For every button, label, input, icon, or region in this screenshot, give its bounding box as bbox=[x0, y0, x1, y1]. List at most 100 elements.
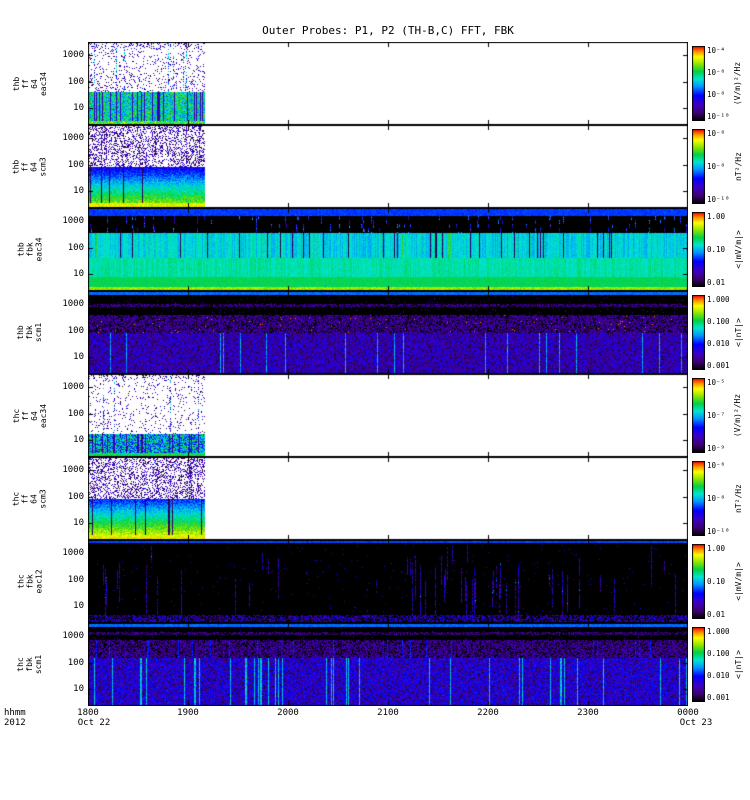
colorbar-tick-label: 0.01 bbox=[707, 278, 726, 287]
colorbar-tick-label: 0.10 bbox=[707, 245, 726, 254]
colorbar-tick-label: 1.000 bbox=[707, 295, 730, 304]
panel-ylabel: thc ff 64 scm3 bbox=[12, 457, 48, 540]
y-tick-label: 10 bbox=[73, 601, 84, 612]
colorbar-canvas bbox=[692, 461, 705, 536]
y-tick-label: 100 bbox=[67, 657, 84, 668]
y-tick-label: 1000 bbox=[62, 548, 84, 559]
x-tick-label: 1900 bbox=[177, 708, 199, 718]
spectrogram-canvas bbox=[88, 374, 688, 457]
time-format-label: hhmm bbox=[4, 708, 26, 718]
spectrogram-canvas bbox=[88, 208, 688, 291]
x-axis-units-label: hhmm 2012 bbox=[4, 708, 26, 728]
colorbar-canvas bbox=[692, 212, 705, 287]
colorbar-unit: nT²/Hz bbox=[729, 125, 747, 208]
panel-ylabel-text: thc fbk eac12 bbox=[16, 569, 44, 594]
y-tick-label: 1000 bbox=[62, 299, 84, 310]
colorbar-tick-label: 10⁻¹⁰ bbox=[707, 195, 730, 204]
colorbar-canvas bbox=[692, 378, 705, 453]
spectrogram-panel: thb fbk eac34 <|mV/m|> 1000 100 10 1.00 0.10… bbox=[0, 208, 750, 291]
colorbar-unit: (V/m)²/Hz bbox=[729, 42, 747, 125]
spectrogram-panel: thc fbk scm1 <|nT|> 1000 100 10 1.000 0.100 0… bbox=[0, 623, 750, 706]
colorbar-unit-text: nT²/Hz bbox=[733, 152, 743, 181]
colorbar-unit-text: <|nT|> bbox=[733, 318, 743, 347]
colorbar-tick-label: 10⁻⁹ bbox=[707, 444, 726, 453]
colorbar-tick-label: 10⁻⁶ bbox=[707, 129, 726, 138]
colorbar-tick-label: 0.010 bbox=[707, 671, 730, 680]
colorbar-unit-text: <|mV/m|> bbox=[733, 230, 743, 269]
y-tick-label: 100 bbox=[67, 491, 84, 502]
spectrogram-panel: thb ff 64 scm3 nT²/Hz 1000 100 10 10⁻⁶ 10⁻⁸ 1… bbox=[0, 125, 750, 208]
y-tick-label: 10 bbox=[73, 684, 84, 695]
colorbar-unit-text: (V/m)²/Hz bbox=[733, 393, 743, 438]
colorbar-tick-label: 0.001 bbox=[707, 693, 730, 702]
y-tick-label: 1000 bbox=[62, 465, 84, 476]
y-tick-label: 1000 bbox=[62, 631, 84, 642]
colorbar-tick-label: 1.00 bbox=[707, 544, 726, 553]
colorbar-tick-label: 0.10 bbox=[707, 577, 726, 586]
panel-ylabel: thc fbk scm1 bbox=[16, 623, 43, 706]
spectrogram-canvas bbox=[88, 42, 688, 125]
colorbar-unit: <|mV/m|> bbox=[729, 540, 747, 623]
x-tick-label: 2200 bbox=[477, 708, 499, 718]
colorbar-unit-text: (V/m)²/Hz bbox=[733, 61, 743, 106]
panel-ylabel: thc ff 64 eac34 bbox=[12, 374, 48, 457]
x-tick-label: 2000 bbox=[277, 708, 299, 718]
y-tick-label: 1000 bbox=[62, 133, 84, 144]
y-tick-label: 100 bbox=[67, 242, 84, 253]
x-tick-label: 1800 bbox=[77, 708, 99, 718]
colorbar-tick-label: 10⁻⁸ bbox=[707, 90, 726, 99]
colorbar-unit-text: <|nT|> bbox=[733, 650, 743, 679]
colorbar-unit-text: nT²/Hz bbox=[733, 484, 743, 513]
year-label: 2012 bbox=[4, 718, 26, 728]
spectrogram-canvas bbox=[88, 457, 688, 540]
colorbar-tick-label: 10⁻⁶ bbox=[707, 68, 726, 77]
y-tick-label: 1000 bbox=[62, 382, 84, 393]
y-tick-label: 10 bbox=[73, 269, 84, 280]
x-axis-start-date: Oct 22 bbox=[77, 718, 111, 728]
y-tick-label: 10 bbox=[73, 352, 84, 363]
colorbar-tick-label: 0.010 bbox=[707, 339, 730, 348]
spectrogram-canvas bbox=[88, 623, 688, 706]
spectrogram-canvas bbox=[88, 540, 688, 623]
colorbar-tick-label: 10⁻⁸ bbox=[707, 162, 726, 171]
spectrogram-panel: thc fbk eac12 <|mV/m|> 1000 100 10 1.00 0.10… bbox=[0, 540, 750, 623]
y-tick-label: 1000 bbox=[62, 50, 84, 61]
colorbar-canvas bbox=[692, 295, 705, 370]
panel-ylabel: thc fbk eac12 bbox=[16, 540, 44, 623]
panel-ylabel-text: thb fbk eac34 bbox=[16, 237, 44, 262]
plot-title: Outer Probes: P1, P2 (TH-B,C) FFT, FBK bbox=[262, 24, 514, 37]
y-tick-label: 100 bbox=[67, 76, 84, 87]
spectrogram-panel: thb fbk scm1 <|nT|> 1000 100 10 1.000 0.100 0… bbox=[0, 291, 750, 374]
colorbar-tick-label: 10⁻¹⁰ bbox=[707, 112, 730, 121]
y-tick-label: 100 bbox=[67, 574, 84, 585]
y-tick-label: 1000 bbox=[62, 216, 84, 227]
x-axis: 1800 1900 2000 2100 2200 2300 0000 Oct 22 Oct 23 bbox=[0, 706, 750, 736]
panel-ylabel: thb fbk eac34 bbox=[16, 208, 44, 291]
colorbar-tick-label: 10⁻⁶ bbox=[707, 461, 726, 470]
colorbar-canvas bbox=[692, 129, 705, 204]
y-tick-label: 100 bbox=[67, 325, 84, 336]
y-tick-label: 10 bbox=[73, 435, 84, 446]
colorbar-tick-label: 0.01 bbox=[707, 610, 726, 619]
spectrogram-panel: thc ff 64 scm3 nT²/Hz 1000 100 10 10⁻⁶ 10⁻⁸ 1… bbox=[0, 457, 750, 540]
x-tick-label: 0000 bbox=[677, 708, 699, 718]
colorbar-tick-label: 0.100 bbox=[707, 649, 730, 658]
panel-ylabel-text: thb fbk scm1 bbox=[16, 322, 44, 343]
spectrogram-panel: thc ff 64 eac34 (V/m)²/Hz 1000 100 10 10⁻⁵ 1… bbox=[0, 374, 750, 457]
x-tick-label: 2100 bbox=[377, 708, 399, 718]
colorbar-canvas bbox=[692, 46, 705, 121]
colorbar-tick-label: 1.00 bbox=[707, 212, 726, 221]
y-tick-label: 100 bbox=[67, 159, 84, 170]
colorbar-tick-label: 0.100 bbox=[707, 317, 730, 326]
colorbar-unit: nT²/Hz bbox=[729, 457, 747, 540]
colorbar-tick-label: 10⁻¹⁰ bbox=[707, 527, 730, 536]
panel-ylabel: thb ff 64 scm3 bbox=[12, 125, 48, 208]
panel-ylabel: thb fbk scm1 bbox=[16, 291, 44, 374]
panel-ylabel: thb ff 64 eac34 bbox=[12, 42, 48, 125]
colorbar-canvas bbox=[692, 627, 705, 702]
colorbar-tick-label: 10⁻⁷ bbox=[707, 411, 726, 420]
colorbar-unit: <|mV/m|> bbox=[729, 208, 747, 291]
x-axis-end-date: Oct 23 bbox=[679, 718, 713, 728]
spectrogram-canvas bbox=[88, 125, 688, 208]
